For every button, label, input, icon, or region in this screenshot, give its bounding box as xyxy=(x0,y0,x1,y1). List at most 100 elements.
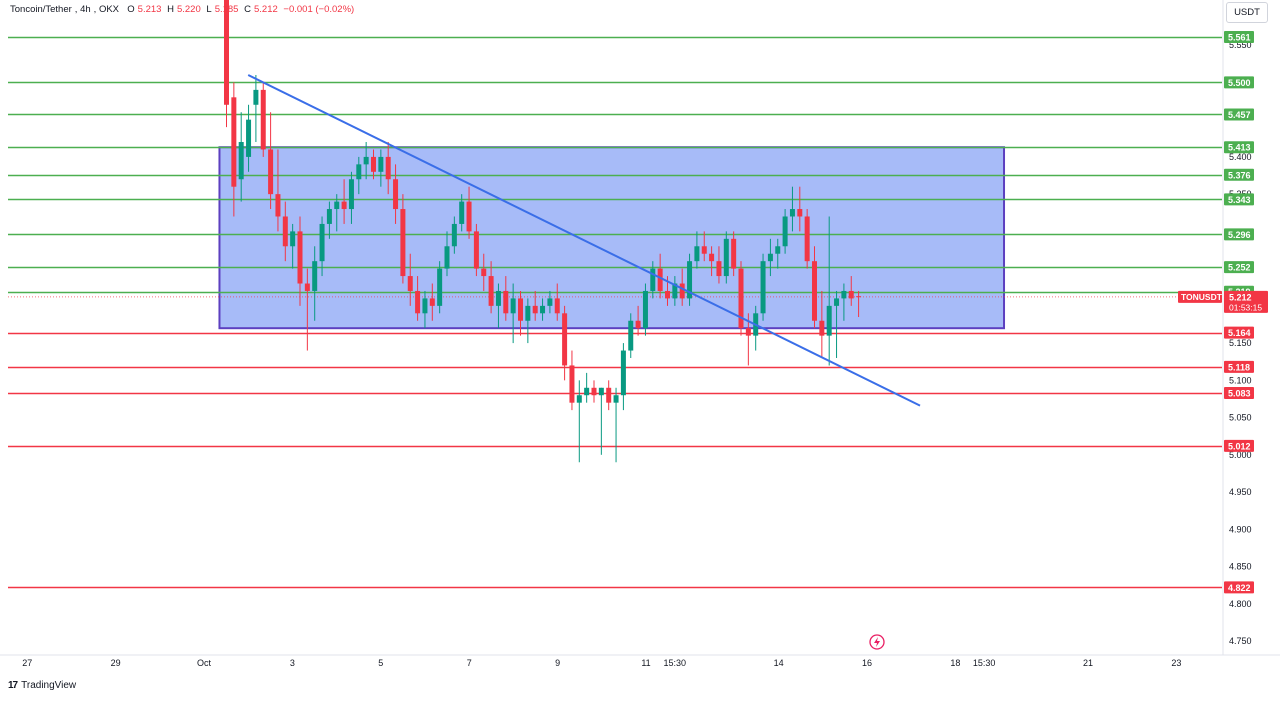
candle-body xyxy=(767,253,773,262)
candle-body xyxy=(481,268,487,277)
symbol-timeframe: 4h xyxy=(80,4,91,15)
price-tick-label: 5.050 xyxy=(1229,413,1252,423)
candle xyxy=(290,223,296,269)
candle xyxy=(760,253,766,321)
candle-body xyxy=(679,283,685,299)
candle-body xyxy=(459,201,465,224)
open-value: 5.213 xyxy=(137,4,162,15)
time-axis-layer: 27 29 Oct 3 5 7 9 11 15:30 14 16 18 15:30 21 23 xyxy=(0,634,1280,668)
candle-body xyxy=(385,156,391,180)
candle-body xyxy=(341,201,347,210)
price-tick-label: 5.100 xyxy=(1229,375,1252,385)
change-value: −0.001 (−0.02%) xyxy=(283,4,355,15)
candle xyxy=(319,216,325,277)
tradingview-branding[interactable]: 17 TradingView xyxy=(8,680,76,691)
candle xyxy=(231,82,237,217)
price-tick-label: 4.950 xyxy=(1229,487,1252,497)
price-tick-label: 4.800 xyxy=(1229,599,1252,609)
candle-body xyxy=(253,89,259,105)
candle xyxy=(635,305,641,336)
candle xyxy=(731,231,737,277)
candle-body xyxy=(804,216,810,262)
candle xyxy=(576,380,582,463)
level-tag-label: 5.376 xyxy=(1228,170,1251,180)
candle-body xyxy=(415,290,421,314)
candle-body xyxy=(569,365,575,403)
time-tick-label: 15:30 xyxy=(973,658,996,668)
candle xyxy=(393,164,399,224)
candle xyxy=(415,276,421,321)
candle xyxy=(400,194,406,284)
candle xyxy=(312,246,318,321)
candle-body xyxy=(650,268,656,291)
candle-body xyxy=(834,298,840,306)
time-tick-label: 29 xyxy=(111,658,121,668)
range-box xyxy=(218,146,1006,330)
candle xyxy=(856,290,862,318)
candle xyxy=(591,380,597,403)
candle-body xyxy=(657,268,663,291)
symbol-badge-label: TONUSDT xyxy=(1181,292,1223,302)
candle-body xyxy=(635,320,641,329)
candle xyxy=(701,231,707,262)
candle-body xyxy=(348,179,354,210)
candle-body xyxy=(547,298,553,306)
level-tag-label: 5.413 xyxy=(1228,143,1251,153)
countdown-label: 01:53:15 xyxy=(1229,302,1262,312)
candle-body xyxy=(841,290,847,299)
time-tick-label: 16 xyxy=(862,658,872,668)
candle xyxy=(459,194,465,232)
candle-body xyxy=(326,209,332,224)
candle xyxy=(260,82,266,157)
candle xyxy=(224,0,229,128)
candle-body xyxy=(473,231,479,269)
candle-body xyxy=(466,201,472,232)
candle-body xyxy=(260,89,266,150)
time-tick-label: 14 xyxy=(774,658,784,668)
level-tag-label: 4.822 xyxy=(1228,583,1251,593)
candle-body xyxy=(371,156,376,172)
candle-body xyxy=(613,395,619,403)
candle xyxy=(429,283,435,321)
candle xyxy=(371,149,376,180)
candle xyxy=(562,305,568,381)
level-tag xyxy=(1224,168,1254,181)
price-tick-label: 5.150 xyxy=(1229,338,1252,348)
level-tag xyxy=(1224,141,1254,154)
candle-body xyxy=(503,290,509,314)
low-key: L xyxy=(206,4,212,15)
candle xyxy=(532,290,538,321)
symbol-pair[interactable]: Toncoin/Tether xyxy=(10,4,72,15)
candle-body xyxy=(444,246,450,269)
level-tag-label: 5.012 xyxy=(1228,441,1251,451)
time-tick-label: 11 xyxy=(641,658,650,668)
lightning-icon[interactable] xyxy=(869,634,885,650)
candle-body xyxy=(224,0,229,105)
candle xyxy=(848,276,854,306)
candle-body xyxy=(723,238,729,277)
candle xyxy=(503,276,509,321)
candle-body xyxy=(518,298,523,321)
candle-body xyxy=(694,246,700,262)
high-key: H xyxy=(167,4,174,15)
candle xyxy=(540,298,546,321)
candle-body xyxy=(554,298,560,314)
candle xyxy=(275,149,281,232)
candle-body xyxy=(363,156,369,165)
currency-button[interactable]: USDT xyxy=(1226,2,1268,23)
price-tick-label: 5.400 xyxy=(1229,152,1252,162)
candle xyxy=(826,216,832,366)
candle xyxy=(422,290,428,329)
level-tag-label: 5.083 xyxy=(1228,388,1251,398)
level-tag xyxy=(1224,360,1254,373)
candle xyxy=(569,350,575,411)
candle xyxy=(672,276,678,306)
price-tick-label: 5.000 xyxy=(1229,450,1252,460)
level-tag xyxy=(1224,581,1254,594)
candle-body xyxy=(819,320,825,336)
level-tag xyxy=(1224,261,1254,274)
candle xyxy=(466,186,472,239)
time-tick-label: 23 xyxy=(1171,658,1181,668)
